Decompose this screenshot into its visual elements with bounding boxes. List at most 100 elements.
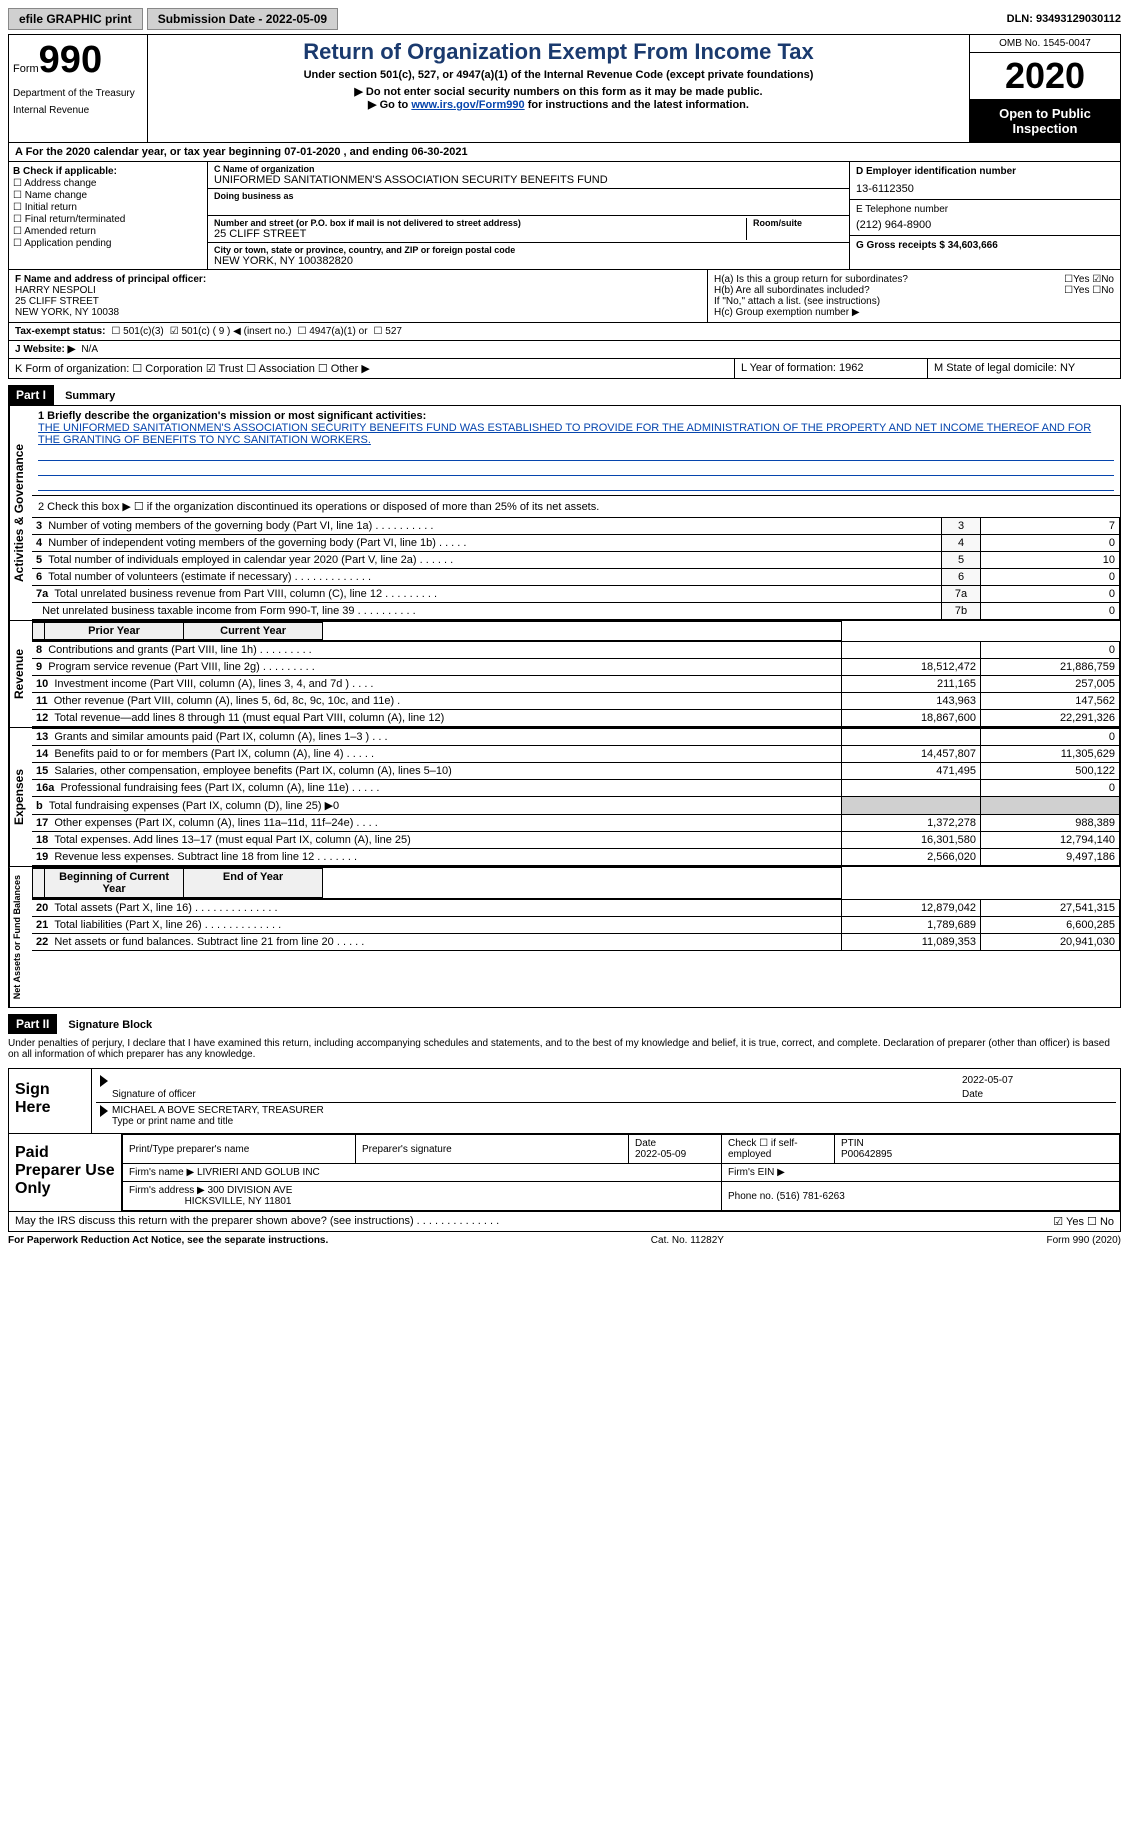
- table-row: 6 Total number of volunteers (estimate i…: [32, 569, 1120, 586]
- officer-sig-row: Signature of officer 2022-05-07Date: [96, 1073, 1116, 1103]
- check-final-return[interactable]: ☐ Final return/terminated: [13, 214, 203, 225]
- form-header: Form990 Department of the Treasury Inter…: [8, 34, 1121, 143]
- preparer-label: Paid Preparer Use Only: [9, 1134, 122, 1211]
- governance-table: 3 Number of voting members of the govern…: [32, 517, 1120, 620]
- check-4947[interactable]: ☐ 4947(a)(1) or: [297, 326, 367, 337]
- governance-section: Activities & Governance 1 Briefly descri…: [8, 405, 1121, 621]
- check-527[interactable]: ☐ 527: [374, 326, 402, 337]
- table-row: 8 Contributions and grants (Part VIII, l…: [32, 642, 1120, 659]
- table-row: 22 Net assets or fund balances. Subtract…: [32, 934, 1120, 951]
- gross-receipts: G Gross receipts $ 34,603,666: [850, 236, 1120, 255]
- footer-right: Form 990 (2020): [1047, 1235, 1121, 1246]
- ein-field: D Employer identification number 13-6112…: [850, 162, 1120, 200]
- table-row: 20 Total assets (Part X, line 16) . . . …: [32, 900, 1120, 917]
- sign-here-section: Sign Here Signature of officer 2022-05-0…: [8, 1068, 1121, 1134]
- open-public: Open to Public Inspection: [970, 100, 1120, 142]
- right-box: OMB No. 1545-0047 2020 Open to Public In…: [969, 35, 1120, 142]
- table-row: 10 Investment income (Part VIII, column …: [32, 676, 1120, 693]
- table-row: 21 Total liabilities (Part X, line 26) .…: [32, 917, 1120, 934]
- check-app-pending[interactable]: ☐ Application pending: [13, 238, 203, 249]
- b-label: B Check if applicable:: [13, 166, 117, 177]
- part2-title: Signature Block: [60, 1016, 160, 1034]
- discuss-yes-no[interactable]: ☑ Yes ☐ No: [1053, 1215, 1114, 1228]
- identity-block: B Check if applicable: ☐ Address change …: [8, 162, 1121, 270]
- section-de: D Employer identification number 13-6112…: [849, 162, 1120, 269]
- goto-line: ▶ Go to www.irs.gov/Form990 for instruct…: [156, 98, 961, 111]
- table-row: 14 Benefits paid to or for members (Part…: [32, 746, 1120, 763]
- officer-name-row: MICHAEL A BOVE SECRETARY, TREASURERType …: [96, 1103, 1116, 1129]
- check-amended[interactable]: ☐ Amended return: [13, 226, 203, 237]
- check-name-change[interactable]: ☐ Name change: [13, 190, 203, 201]
- revenue-label: Revenue: [9, 621, 32, 727]
- dept-treasury: Department of the Treasury: [13, 88, 143, 99]
- table-row: 16a Professional fundraising fees (Part …: [32, 780, 1120, 797]
- table-row: 11 Other revenue (Part VIII, column (A),…: [32, 693, 1120, 710]
- footer-left: For Paperwork Reduction Act Notice, see …: [8, 1235, 328, 1246]
- tax-year: 2020: [970, 53, 1120, 100]
- revenue-section: Revenue Prior YearCurrent Year8 Contribu…: [8, 621, 1121, 728]
- table-row: 19 Revenue less expenses. Subtract line …: [32, 849, 1120, 866]
- mission-text: THE UNIFORMED SANITATIONMEN'S ASSOCIATIO…: [38, 422, 1114, 446]
- dln: DLN: 93493129030112: [1007, 13, 1121, 25]
- k-form-org: K Form of organization: ☐ Corporation ☑ …: [9, 359, 735, 378]
- sign-here-label: Sign Here: [9, 1069, 92, 1133]
- section-f: F Name and address of principal officer:…: [9, 270, 708, 322]
- netassets-section: Net Assets or Fund Balances Beginning of…: [8, 867, 1121, 1008]
- table-row: Net unrelated business taxable income fr…: [32, 603, 1120, 620]
- form-id-box: Form990 Department of the Treasury Inter…: [9, 35, 148, 142]
- dept-irs: Internal Revenue: [13, 105, 143, 116]
- section-c: C Name of organization UNIFORMED SANITAT…: [208, 162, 849, 269]
- table-row: 5 Total number of individuals employed i…: [32, 552, 1120, 569]
- phone-field: E Telephone number (212) 964-8900: [850, 200, 1120, 236]
- governance-label: Activities & Governance: [9, 406, 32, 620]
- declaration-text: Under penalties of perjury, I declare th…: [8, 1034, 1121, 1064]
- city-field: City or town, state or province, country…: [208, 243, 849, 269]
- table-header: Prior YearCurrent Year: [32, 621, 842, 641]
- table-row: 17 Other expenses (Part IX, column (A), …: [32, 815, 1120, 832]
- netassets-label: Net Assets or Fund Balances: [9, 867, 32, 1007]
- irs-link[interactable]: www.irs.gov/Form990: [411, 99, 524, 111]
- footer: For Paperwork Reduction Act Notice, see …: [8, 1232, 1121, 1249]
- table-row: 12 Total revenue—add lines 8 through 11 …: [32, 710, 1120, 727]
- website-row: J Website: ▶ N/A: [8, 341, 1121, 359]
- table-row: 4 Number of independent voting members o…: [32, 535, 1120, 552]
- row-a-tax-year: A For the 2020 calendar year, or tax yea…: [8, 143, 1121, 162]
- table-row: 18 Total expenses. Add lines 13–17 (must…: [32, 832, 1120, 849]
- netassets-table: Beginning of Current YearEnd of Year20 T…: [32, 867, 1120, 951]
- expenses-table: 13 Grants and similar amounts paid (Part…: [32, 728, 1120, 866]
- preparer-section: Paid Preparer Use Only Print/Type prepar…: [8, 1134, 1121, 1212]
- revenue-table: Prior YearCurrent Year8 Contributions an…: [32, 621, 1120, 727]
- form-word: Form: [13, 63, 39, 75]
- expenses-label: Expenses: [9, 728, 32, 866]
- q2-discontinued: 2 Check this box ▶ ☐ if the organization…: [32, 496, 1120, 517]
- discuss-row: May the IRS discuss this return with the…: [8, 1212, 1121, 1232]
- dba-field: Doing business as: [208, 189, 849, 216]
- check-501c[interactable]: ☑ 501(c) ( 9 ) ◀ (insert no.): [170, 326, 292, 337]
- check-address-change[interactable]: ☐ Address change: [13, 178, 203, 189]
- check-initial-return[interactable]: ☐ Initial return: [13, 202, 203, 213]
- efile-button[interactable]: efile GRAPHIC print: [8, 8, 143, 30]
- f-h-block: F Name and address of principal officer:…: [8, 270, 1121, 323]
- subtitle: Under section 501(c), 527, or 4947(a)(1)…: [156, 69, 961, 81]
- part1-badge: Part I: [8, 385, 54, 405]
- mission-block: 1 Briefly describe the organization's mi…: [32, 406, 1120, 496]
- street-field: Number and street (or P.O. box if mail i…: [208, 216, 849, 243]
- table-row: 3 Number of voting members of the govern…: [32, 518, 1120, 535]
- ssn-warning: ▶ Do not enter social security numbers o…: [156, 85, 961, 98]
- check-501c3[interactable]: ☐ 501(c)(3): [111, 326, 163, 337]
- arrow-icon: [100, 1105, 108, 1117]
- part2-header-row: Part II Signature Block: [8, 1008, 1121, 1034]
- section-b: B Check if applicable: ☐ Address change …: [9, 162, 208, 269]
- form-number: 990: [39, 39, 102, 81]
- title-box: Return of Organization Exempt From Incom…: [148, 35, 969, 142]
- tax-exempt-status: Tax-exempt status: ☐ 501(c)(3) ☑ 501(c) …: [8, 323, 1121, 341]
- top-bar: efile GRAPHIC print Submission Date - 20…: [8, 8, 1121, 30]
- l-year: L Year of formation: 1962: [735, 359, 928, 378]
- table-header: Beginning of Current YearEnd of Year: [32, 867, 842, 899]
- table-row: b Total fundraising expenses (Part IX, c…: [32, 797, 1120, 815]
- section-h: H(a) Is this a group return for subordin…: [708, 270, 1120, 322]
- part1-title: Summary: [57, 387, 123, 405]
- expenses-section: Expenses 13 Grants and similar amounts p…: [8, 728, 1121, 867]
- main-title: Return of Organization Exempt From Incom…: [156, 39, 961, 65]
- part1-header-row: Part I Summary: [8, 379, 1121, 405]
